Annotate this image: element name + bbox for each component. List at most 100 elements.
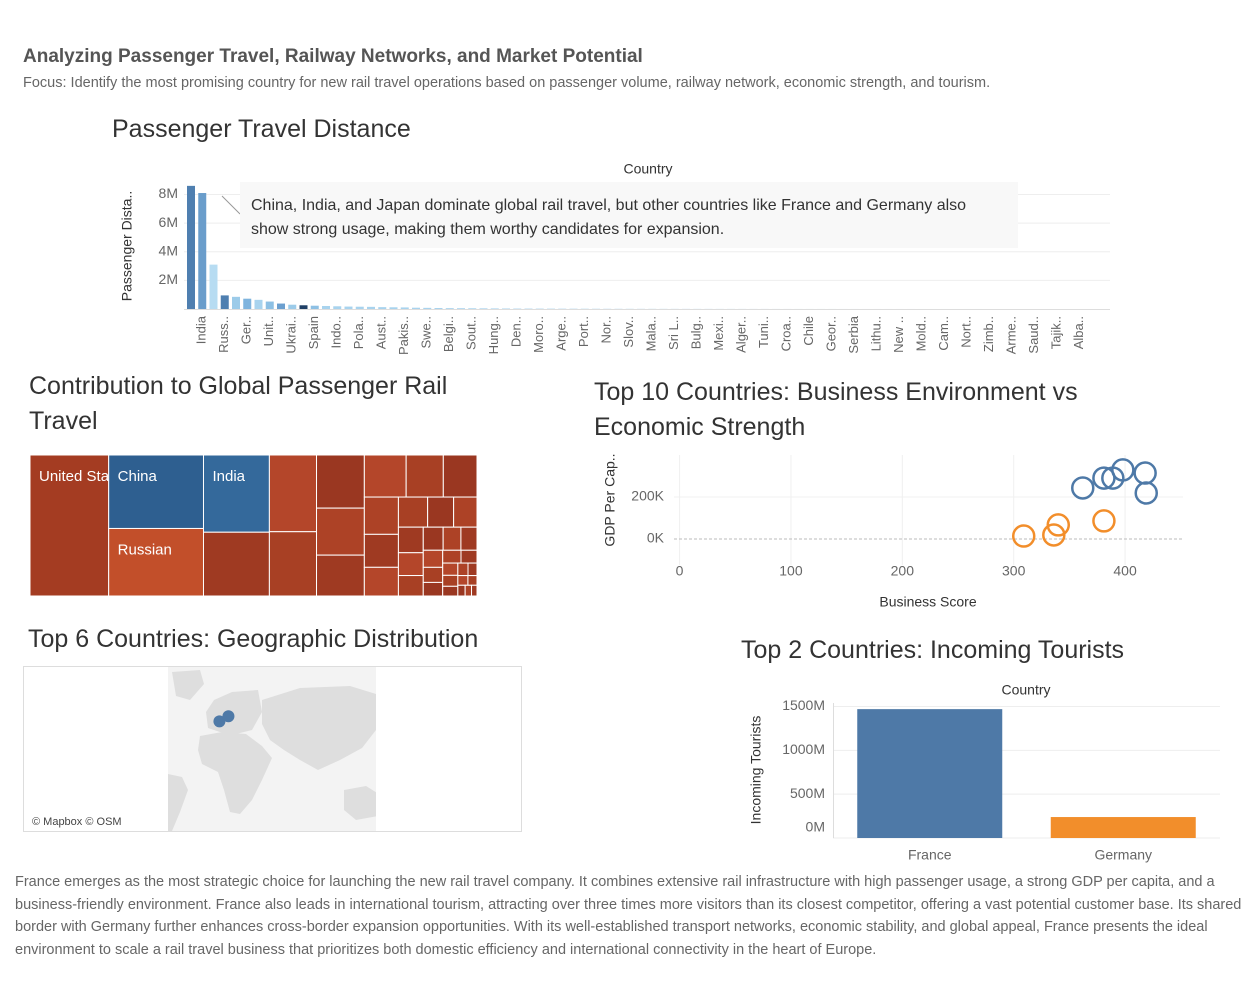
dashboard-subtitle: Focus: Identify the most promising count…	[23, 75, 991, 91]
treemap-cell	[316, 554, 365, 597]
x-tick-label: India	[194, 315, 209, 344]
treemap-cell	[457, 562, 469, 577]
treemap-cell	[363, 566, 399, 597]
y-tick-label: 200K	[631, 488, 664, 504]
x-tick-label: Moro..	[531, 316, 546, 353]
x-axis-label: Business Score	[879, 594, 976, 610]
x-tick-label: Russ..	[216, 316, 231, 353]
treemap-cell	[363, 454, 407, 498]
treemap-cell	[268, 454, 318, 533]
conclusion: France emerges as the most strategic cho…	[15, 874, 1242, 958]
bar	[277, 303, 285, 309]
x-tick-label: Tuni..	[756, 316, 771, 348]
chart-title: Passenger Travel Distance	[112, 115, 411, 143]
treemap-cell	[442, 526, 462, 551]
map-point	[213, 715, 226, 728]
point	[1092, 509, 1116, 533]
treemap-cell	[422, 526, 444, 551]
bar	[367, 306, 375, 309]
x-tick-label: Sri L..	[666, 316, 681, 350]
bar	[254, 299, 263, 309]
x-tick-label: Arge..	[554, 316, 569, 351]
treemap-cell	[442, 585, 459, 597]
y-tick-label: 8M	[159, 185, 178, 201]
y-tick-label: 0K	[647, 530, 665, 546]
bar	[232, 296, 240, 309]
cell-label: Russian	[118, 541, 172, 558]
x-tick-label: Zimb..	[981, 316, 996, 352]
bar	[400, 307, 409, 309]
x-tick-label: Nort..	[959, 316, 974, 348]
point	[1134, 481, 1158, 505]
bar	[479, 308, 488, 309]
y-tick-label: 2M	[159, 271, 178, 287]
x-tick-label: Nor..	[599, 316, 614, 343]
bar	[1050, 817, 1196, 838]
y-axis-label: Incoming Tourists	[748, 716, 764, 825]
bar	[457, 308, 465, 309]
x-tick-label: 100	[779, 563, 803, 579]
map-land	[168, 667, 376, 831]
y-tick-label: 0M	[806, 819, 825, 835]
bar	[299, 305, 308, 309]
y-tick-label: 500M	[790, 785, 825, 801]
treemap-cell	[467, 562, 478, 577]
x-tick-label: Croa..	[779, 316, 794, 351]
x-tick-label: Germany	[1094, 847, 1152, 863]
x-tick-label: 0	[676, 563, 684, 579]
x-tick-label: France	[908, 847, 952, 863]
chart-title: Top 10 Countries: Business Environment v…	[594, 378, 1078, 441]
map-attribution: © Mapbox © OSM	[32, 816, 122, 828]
bar	[490, 308, 499, 309]
point	[1042, 523, 1066, 547]
bar	[423, 307, 432, 309]
dashboard-title: Analyzing Passenger Travel, Railway Netw…	[23, 46, 643, 67]
point	[1092, 466, 1116, 490]
x-tick-label: Arme..	[1004, 316, 1019, 354]
treemap-cell	[442, 574, 459, 587]
treemap-cell	[457, 584, 466, 597]
x-tick-label: Den..	[509, 316, 524, 347]
chart-title: Contribution to Global Passenger Rail Tr…	[29, 372, 448, 435]
x-tick-label: Cam..	[936, 316, 951, 351]
cell-label: China	[118, 468, 158, 485]
point	[1111, 458, 1135, 482]
y-axis-label: Passenger Dista..	[119, 191, 135, 302]
x-tick-label: Indo..	[329, 316, 344, 349]
treemap-cell	[467, 575, 478, 586]
y-tick-label: 1500M	[782, 697, 825, 713]
treemap-cell	[363, 496, 399, 535]
x-tick-label: Pola..	[351, 316, 366, 349]
bar	[857, 709, 1003, 838]
x-tick-label: Belgi..	[441, 316, 456, 352]
treemap-cell	[442, 562, 459, 576]
x-tick-label: Ger..	[239, 316, 254, 344]
point	[1071, 476, 1095, 500]
treemap-cell	[397, 496, 429, 528]
treemap-cell	[457, 575, 469, 586]
x-tick-label: Chile	[801, 316, 816, 346]
x-tick-label: 200	[891, 563, 915, 579]
bar	[265, 301, 274, 309]
cell-label: India	[212, 468, 245, 485]
bar	[198, 193, 207, 309]
treemap-cell	[268, 531, 318, 597]
bar	[243, 298, 252, 309]
bar	[288, 304, 297, 309]
treemap-cell	[442, 549, 462, 564]
point	[1133, 461, 1157, 485]
x-tick-label: Mexi..	[711, 316, 726, 351]
bar	[468, 308, 477, 309]
annotation: China, India, and Japan dominate global …	[240, 182, 1018, 248]
treemap-cell	[397, 575, 424, 597]
treemap-cell	[427, 496, 455, 528]
x-tick-label: Spain	[306, 316, 321, 349]
treemap-cell	[442, 454, 478, 498]
x-tick-label: Saud..	[1026, 316, 1041, 354]
treemap-cell	[471, 584, 478, 597]
x-tick-label: Tajik..	[1049, 316, 1064, 349]
treemap-cell	[29, 454, 110, 597]
bar	[333, 306, 342, 309]
treemap-cell	[108, 454, 204, 529]
treemap-cell	[108, 527, 204, 597]
